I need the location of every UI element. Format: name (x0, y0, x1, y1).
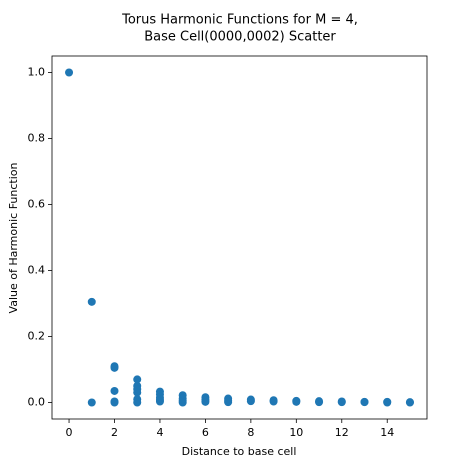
x-axis-label: Distance to base cell (182, 445, 297, 458)
point (360, 398, 369, 407)
point (155, 397, 164, 406)
point (133, 398, 142, 407)
x-tick-label: 6 (202, 426, 209, 439)
point (405, 398, 414, 407)
y-tick-label: 0.4 (28, 264, 46, 277)
point (178, 398, 187, 407)
x-tick-label: 2 (111, 426, 118, 439)
point (224, 398, 233, 407)
x-tick-label: 14 (380, 426, 394, 439)
point (246, 397, 255, 406)
x-tick-label: 8 (247, 426, 254, 439)
y-tick-label: 0.8 (28, 132, 46, 145)
chart-title: Base Cell(0000,0002) Scatter (144, 30, 336, 45)
point (133, 375, 142, 384)
plot-frame (51, 55, 428, 420)
point (201, 397, 210, 406)
point (110, 398, 119, 407)
y-tick-label: 1.0 (28, 66, 46, 79)
chart-title: Torus Harmonic Functions for M = 4, (121, 13, 358, 28)
point (110, 386, 119, 395)
y-axis-label: Value of Harmonic Function (7, 162, 20, 313)
point (383, 398, 392, 407)
x-tick-label: 0 (66, 426, 73, 439)
x-tick-label: 10 (289, 426, 303, 439)
point (110, 363, 119, 372)
point (87, 398, 96, 407)
point (65, 68, 74, 77)
point (133, 388, 142, 397)
x-tick-label: 4 (156, 426, 163, 439)
y-tick-label: 0.6 (28, 198, 46, 211)
y-tick-label: 0.2 (28, 330, 46, 343)
point (337, 398, 346, 407)
point (87, 297, 96, 306)
point (315, 398, 324, 407)
y-tick-label: 0.0 (28, 396, 46, 409)
point (292, 397, 301, 406)
x-tick-label: 12 (335, 426, 349, 439)
point (269, 397, 278, 406)
